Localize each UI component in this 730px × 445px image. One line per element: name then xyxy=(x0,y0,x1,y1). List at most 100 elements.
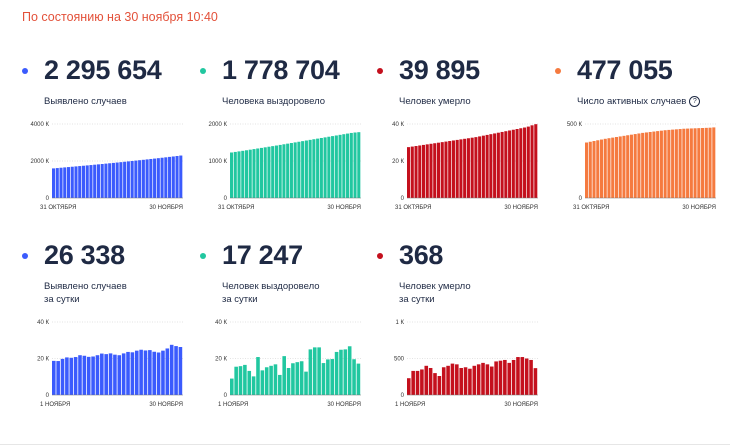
bar xyxy=(455,139,459,198)
bar xyxy=(343,349,348,396)
bar xyxy=(349,132,353,198)
bar xyxy=(291,363,295,395)
y-tick-label: 2000 К xyxy=(30,159,49,165)
bar xyxy=(117,355,122,395)
bar xyxy=(411,370,415,395)
stat-value: 39 895 xyxy=(399,55,480,85)
red-dot-icon xyxy=(377,68,383,74)
bar xyxy=(357,132,361,198)
help-icon[interactable]: ? xyxy=(689,96,701,107)
bar xyxy=(301,141,305,198)
bar xyxy=(481,135,485,198)
stat-label: Человека выздоровело xyxy=(222,96,326,107)
y-tick-label: 20 К xyxy=(37,357,49,363)
bar xyxy=(321,363,326,395)
bar xyxy=(493,133,497,198)
bar xyxy=(327,136,331,198)
bar xyxy=(293,142,297,198)
bar xyxy=(504,131,508,198)
bar xyxy=(113,354,117,395)
bar xyxy=(326,359,330,395)
bar xyxy=(414,146,418,198)
bar xyxy=(238,366,243,395)
bar xyxy=(659,130,663,198)
bar xyxy=(141,159,145,198)
y-tick-label: 0 xyxy=(401,196,405,202)
x-tick-label: 30 НОЯБРЯ xyxy=(149,402,183,408)
bar xyxy=(130,160,134,198)
as-of-timestamp: По состоянию на 30 ноября 10:40 xyxy=(22,10,218,24)
bar xyxy=(66,167,71,198)
bar xyxy=(96,164,100,198)
bar xyxy=(145,159,149,198)
bar xyxy=(138,160,142,198)
bar xyxy=(656,131,660,198)
bar xyxy=(126,351,130,395)
bar xyxy=(470,137,474,198)
bar xyxy=(611,137,615,198)
bar xyxy=(171,156,175,198)
stat-value: 26 338 xyxy=(44,240,125,270)
bar xyxy=(119,162,123,198)
bar xyxy=(100,353,104,395)
bar xyxy=(273,364,278,395)
bar xyxy=(134,160,138,198)
bar xyxy=(334,351,339,395)
bar xyxy=(304,371,308,395)
y-tick-label: 0 xyxy=(224,196,228,202)
stat-total-cases: 2 295 654 Выявлено случаев xyxy=(22,55,197,107)
bar xyxy=(251,376,256,395)
x-tick-label: 31 ОКТЯБРЯ xyxy=(395,205,432,211)
bar xyxy=(708,127,712,198)
bar xyxy=(529,359,533,395)
bar xyxy=(82,355,87,395)
stat-label: Человек умерло xyxy=(399,96,471,107)
bar xyxy=(59,167,63,198)
x-tick-label: 30 НОЯБРЯ xyxy=(149,205,183,211)
bar xyxy=(73,357,78,395)
bar xyxy=(164,157,168,198)
teal-dot-icon xyxy=(200,68,206,74)
bar xyxy=(347,346,352,395)
y-tick-label: 1000 К xyxy=(208,159,227,165)
bar xyxy=(520,357,525,395)
bar xyxy=(278,374,282,395)
bar xyxy=(317,347,321,395)
x-tick-label: 31 ОКТЯБРЯ xyxy=(573,205,610,211)
bar xyxy=(100,164,104,198)
stat-value: 2 295 654 xyxy=(44,55,162,85)
bar xyxy=(330,359,335,395)
bar xyxy=(179,155,183,198)
bar xyxy=(519,128,523,198)
bar xyxy=(678,129,682,198)
bar xyxy=(440,142,444,198)
y-tick-label: 0 xyxy=(579,196,583,202)
bar xyxy=(286,367,291,395)
y-tick-label: 4000 К xyxy=(30,122,49,128)
bar xyxy=(523,127,527,198)
bar xyxy=(104,354,108,395)
bar xyxy=(511,359,516,395)
chart-daily-deaths: 1 К 500 0 1 НОЯБРЯ 30 НОЯБРЯ xyxy=(394,320,538,408)
stat-label: Человек выздоровело за сутки xyxy=(222,281,320,305)
bar xyxy=(237,151,241,198)
bar xyxy=(230,152,234,198)
bar xyxy=(304,140,308,198)
bar xyxy=(331,136,335,198)
chart-daily-recovered: 40 К 20 К 0 1 НОЯБРЯ 30 НОЯБРЯ xyxy=(215,320,361,408)
bar xyxy=(503,359,507,395)
bar xyxy=(592,141,596,198)
bar xyxy=(489,366,494,395)
bar xyxy=(663,130,667,198)
bar xyxy=(156,352,161,395)
y-tick-label: 2000 К xyxy=(208,122,227,128)
stat-active: 477 055 Число активных случаев? xyxy=(555,55,730,107)
bar xyxy=(468,368,472,395)
chart-recovered: 2000 К 1000 К 0 31 ОКТЯБРЯ 30 НОЯБРЯ xyxy=(208,122,361,211)
x-tick-label: 1 НОЯБРЯ xyxy=(40,402,70,408)
bar xyxy=(308,349,313,396)
stat-value: 477 055 xyxy=(577,55,673,85)
bar xyxy=(437,376,442,395)
bar xyxy=(81,165,86,198)
bar xyxy=(248,149,252,198)
